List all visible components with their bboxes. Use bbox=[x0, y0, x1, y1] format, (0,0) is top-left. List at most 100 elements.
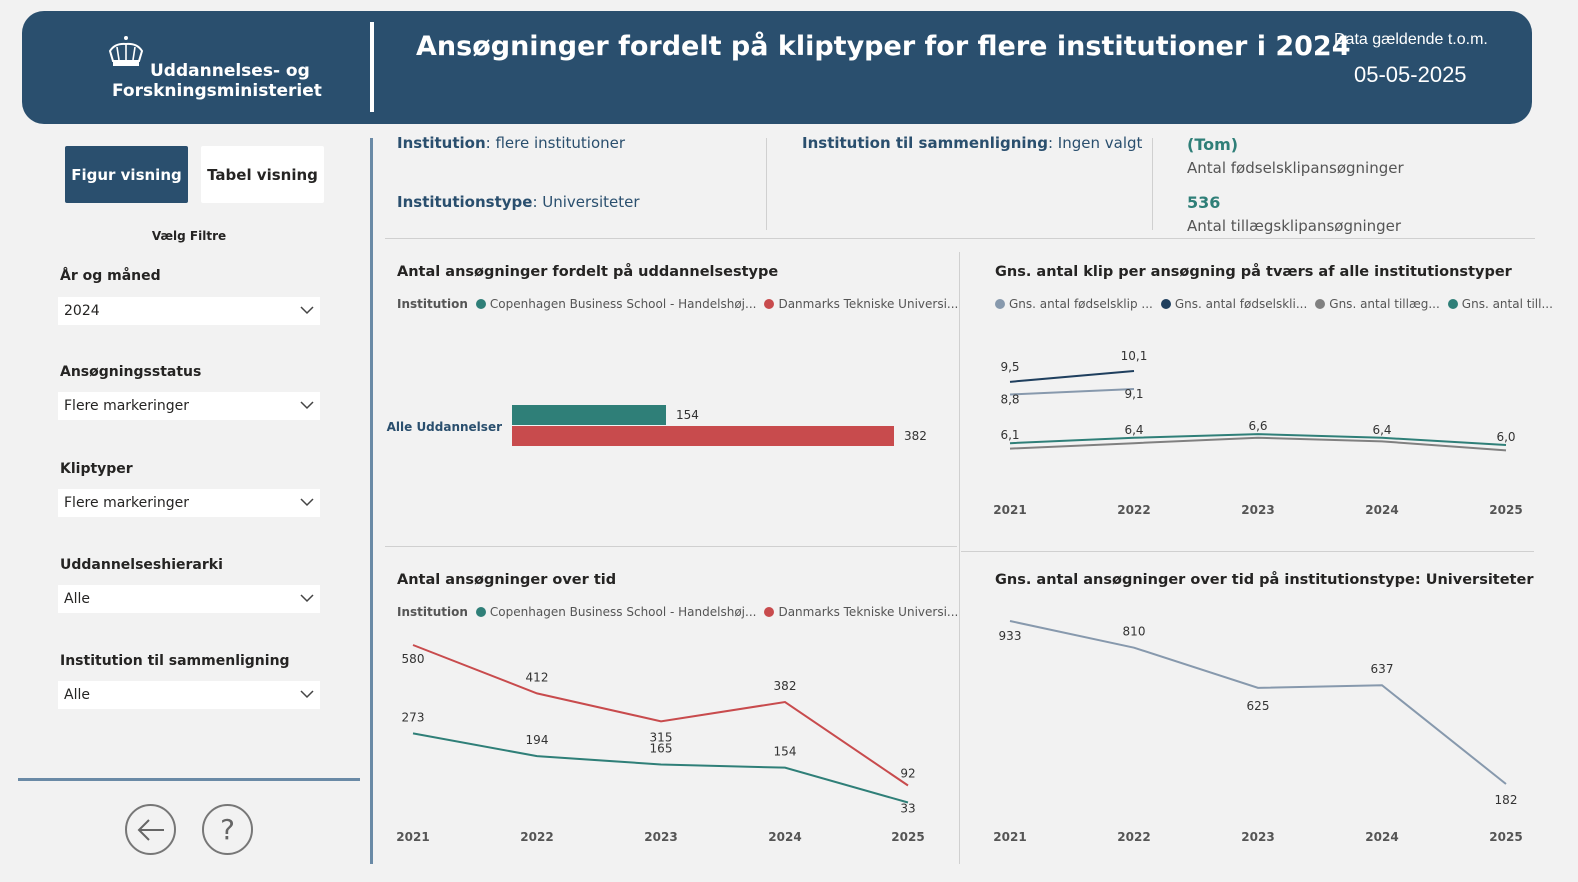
x-tick-label: 2024 bbox=[768, 830, 801, 844]
header-divider bbox=[370, 22, 374, 112]
legend-institution-2: Institution Copenhagen Business School -… bbox=[397, 605, 966, 619]
chevron-down-icon bbox=[300, 401, 314, 410]
content-divider bbox=[370, 138, 373, 864]
line-series-1 bbox=[1009, 388, 1135, 396]
filter-dropdown-compare-institution[interactable]: Alle bbox=[58, 681, 320, 709]
bar-chart-education-type: Alle Uddannelser 154 382 bbox=[387, 405, 927, 446]
data-label: 33 bbox=[900, 801, 915, 815]
x-tick-label: 2021 bbox=[993, 503, 1026, 517]
question-icon: ? bbox=[220, 813, 235, 846]
data-label: 6,1 bbox=[1000, 428, 1019, 442]
filter-label-clip-types: Kliptyper bbox=[60, 461, 133, 477]
legend-dot-red bbox=[764, 607, 775, 617]
data-label: 6,4 bbox=[1372, 423, 1391, 437]
line-chart-avg-clip: 8,8 9,1 9,5 10,1 6,1 6,4 6,6 6,4 6,0 2021 2022 2023… bbox=[993, 349, 1522, 517]
chart-grid-separator bbox=[959, 252, 960, 864]
x-tick-label: 2022 bbox=[520, 830, 553, 844]
data-label: 412 bbox=[526, 670, 549, 684]
legend-item-dtu: Danmarks Tekniske Universi... bbox=[778, 605, 959, 619]
arrow-left-icon bbox=[137, 818, 164, 841]
line-series-universities bbox=[1009, 620, 1507, 785]
back-button[interactable] bbox=[125, 804, 176, 855]
institution-label: Institution bbox=[397, 134, 486, 152]
filter-label-compare-institution: Institution til sammenligning bbox=[60, 653, 290, 669]
x-tick-label: 2024 bbox=[1365, 830, 1398, 844]
chevron-down-icon bbox=[300, 594, 314, 603]
chart-grid-separator bbox=[385, 546, 957, 547]
compare-value: : Ingen valgt bbox=[1047, 134, 1143, 152]
legend-item-avg-2: Gns. antal fødselskli... bbox=[1174, 297, 1308, 311]
filter-value: Alle bbox=[64, 591, 90, 607]
data-label: 8,8 bbox=[1000, 392, 1019, 406]
filter-dropdown-education-hierarchy[interactable]: Alle bbox=[58, 585, 320, 613]
legend-item-avg-4: Gns. antal till... bbox=[1461, 297, 1553, 311]
institution-value: : flere institutioner bbox=[485, 134, 626, 152]
data-label: 9,5 bbox=[1000, 360, 1019, 374]
chart-grid-separator bbox=[961, 551, 1534, 552]
line-chart-over-time: 273 194 165 154 33 580 412 315 382 92 2021 2022 2023… bbox=[396, 644, 925, 844]
filter-dropdown-clip-types[interactable]: Flere markeringer bbox=[58, 489, 320, 517]
info-bottom-rule bbox=[385, 238, 1535, 239]
x-tick-label: 2022 bbox=[1117, 830, 1150, 844]
data-date-label: Data gældende t.o.m. bbox=[1334, 31, 1488, 48]
legend-institution: Institution Copenhagen Business School -… bbox=[397, 297, 966, 311]
data-label: 6,4 bbox=[1124, 423, 1143, 437]
chart-title-avg-clip: Gns. antal klip per ansøgning på tværs a… bbox=[995, 264, 1512, 280]
figure-view-button[interactable]: Figur visning bbox=[65, 146, 188, 203]
chevron-down-icon bbox=[300, 690, 314, 699]
page-title: Ansøgninger fordelt på kliptyper for fle… bbox=[416, 31, 1351, 62]
data-label: 637 bbox=[1371, 662, 1394, 676]
kpi-birth-clip-label: Antal fødselsklipansøgninger bbox=[1187, 159, 1404, 177]
x-tick-label: 2024 bbox=[1365, 503, 1398, 517]
data-label: 6,0 bbox=[1496, 430, 1515, 444]
x-tick-label: 2023 bbox=[1241, 830, 1274, 844]
data-label: 580 bbox=[402, 652, 425, 666]
legend-title: Institution bbox=[397, 605, 468, 619]
logo-line-1: Uddannelses- og bbox=[150, 61, 310, 81]
filter-dropdown-year-month[interactable]: 2024 bbox=[58, 297, 320, 325]
filters-title: Vælg Filtre bbox=[151, 229, 227, 243]
filter-label-application-status: Ansøgningsstatus bbox=[60, 364, 202, 380]
line-chart-inst-type: 933 810 625 637 182 2021 2022 2023 2024 2025 bbox=[993, 620, 1523, 844]
filter-value: Alle bbox=[64, 687, 90, 703]
line-series-4 bbox=[1009, 433, 1507, 446]
chart-title-inst-type: Gns. antal ansøgninger over tid på insti… bbox=[995, 572, 1534, 588]
data-label: 382 bbox=[774, 679, 797, 693]
info-separator bbox=[766, 138, 767, 230]
filter-dropdown-application-status[interactable]: Flere markeringer bbox=[58, 392, 320, 420]
chevron-down-icon bbox=[300, 498, 314, 507]
crown-icon bbox=[108, 36, 144, 66]
kpi-birth-clip-value: (Tom) bbox=[1187, 135, 1239, 154]
kpi-extra-clip-value: 536 bbox=[1187, 193, 1221, 212]
line-series-2 bbox=[1009, 370, 1135, 383]
table-view-button[interactable]: Tabel visning bbox=[201, 146, 324, 203]
bar-cbs bbox=[512, 405, 666, 425]
data-label: 9,1 bbox=[1124, 387, 1143, 401]
legend-dot-teal bbox=[475, 607, 486, 617]
filter-label-education-hierarchy: Uddannelseshierarki bbox=[60, 557, 223, 573]
data-label: 182 bbox=[1495, 793, 1518, 807]
data-date-value: 05-05-2025 bbox=[1354, 62, 1467, 87]
help-button[interactable]: ? bbox=[202, 804, 253, 855]
data-label: 10,1 bbox=[1121, 349, 1148, 363]
data-label: 273 bbox=[402, 710, 425, 724]
data-label: 625 bbox=[1247, 699, 1270, 713]
x-tick-label: 2025 bbox=[1489, 830, 1522, 844]
data-label: 154 bbox=[774, 745, 797, 759]
data-label: 315 bbox=[650, 730, 673, 744]
chevron-down-icon bbox=[300, 306, 314, 315]
info-separator bbox=[1152, 138, 1153, 230]
institution-info: Institution: flere institutioner bbox=[397, 134, 625, 152]
bar-category-label: Alle Uddannelser bbox=[387, 420, 502, 434]
legend-dot-navy bbox=[1160, 299, 1171, 309]
institution-type-info: Institutionstype: Universiteter bbox=[397, 193, 640, 211]
x-tick-label: 2023 bbox=[644, 830, 677, 844]
bar-dtu bbox=[512, 426, 894, 446]
ministry-logo: Uddannelses- og Forskningsministeriet bbox=[104, 35, 334, 105]
institution-type-value: : Universiteter bbox=[532, 193, 640, 211]
legend-dot-teal bbox=[1447, 299, 1458, 309]
legend-item-avg-1: Gns. antal fødselsklip ... bbox=[1009, 297, 1153, 311]
x-tick-label: 2022 bbox=[1117, 503, 1150, 517]
logo-line-2: Forskningsministeriet bbox=[112, 81, 322, 101]
x-tick-label: 2023 bbox=[1241, 503, 1274, 517]
